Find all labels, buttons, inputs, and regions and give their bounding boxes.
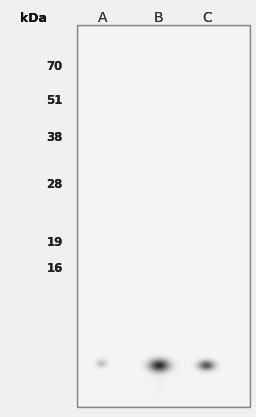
Text: 19: 19 xyxy=(46,236,63,249)
Text: 28: 28 xyxy=(46,178,63,191)
Text: 70: 70 xyxy=(47,60,63,73)
FancyBboxPatch shape xyxy=(77,25,250,407)
Text: 51: 51 xyxy=(46,94,63,108)
Text: A: A xyxy=(98,10,107,25)
Text: 51: 51 xyxy=(46,94,63,108)
Text: 28: 28 xyxy=(46,178,63,191)
Text: kDa: kDa xyxy=(20,12,47,25)
Text: A: A xyxy=(98,10,107,25)
Bar xyxy=(250,0,256,417)
Text: C: C xyxy=(202,10,212,25)
Text: 16: 16 xyxy=(46,262,63,276)
Text: B: B xyxy=(154,10,164,25)
Text: kDa: kDa xyxy=(20,12,47,25)
Text: 38: 38 xyxy=(46,131,63,144)
Bar xyxy=(0,407,256,417)
Text: 70: 70 xyxy=(47,60,63,73)
Bar xyxy=(0,0,77,417)
Text: 38: 38 xyxy=(46,131,63,144)
Text: 19: 19 xyxy=(46,236,63,249)
Text: 16: 16 xyxy=(46,262,63,276)
Bar xyxy=(0,0,256,25)
Text: C: C xyxy=(202,10,212,25)
Text: B: B xyxy=(154,10,164,25)
